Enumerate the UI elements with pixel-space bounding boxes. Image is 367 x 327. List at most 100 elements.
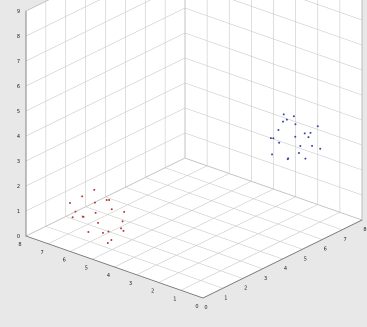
data-point-series-1 xyxy=(316,125,319,128)
floor-gridline-y xyxy=(70,173,230,252)
data-point-series-1 xyxy=(269,137,272,140)
grid-lines xyxy=(25,0,363,299)
data-point-series-1 xyxy=(307,136,310,139)
z-tick-label: 5 xyxy=(17,109,20,115)
floor-gridline-y xyxy=(180,211,341,291)
left-wall-gridline-z xyxy=(25,82,186,162)
back-wall-gridline-z xyxy=(184,32,363,96)
z-tick-label: 3 xyxy=(17,159,20,165)
y-tick-label: 8 xyxy=(18,242,21,248)
back-wall-gridline-z xyxy=(184,7,363,71)
data-point-series-1 xyxy=(294,123,297,126)
back-wall-gridline-z xyxy=(184,157,363,221)
y-tick-label: 4 xyxy=(107,273,110,279)
z-tick-label: 8 xyxy=(17,34,20,40)
z-tick-label: 6 xyxy=(17,84,20,90)
data-point-series-1 xyxy=(282,120,285,123)
z-tick-label: 7 xyxy=(17,59,20,65)
data-point-series-0 xyxy=(123,210,126,213)
data-point-series-0 xyxy=(110,208,113,211)
y-axis-line xyxy=(25,235,204,299)
left-wall-gridline-z xyxy=(25,57,186,137)
data-point-series-1 xyxy=(303,132,306,135)
back-wall-gridline-z xyxy=(232,0,363,46)
data-point-series-1 xyxy=(277,129,280,131)
left-wall-gridline-z xyxy=(25,157,186,237)
data-point-series-0 xyxy=(105,198,108,201)
back-wall-gridline-z xyxy=(184,82,363,146)
data-point-series-1 xyxy=(309,131,312,134)
data-points xyxy=(68,113,322,244)
data-point-series-0 xyxy=(74,210,77,213)
data-point-series-1 xyxy=(298,152,300,154)
data-point-series-1 xyxy=(299,145,302,147)
x-tick-label: 7 xyxy=(344,237,347,243)
tick-labels: 0 1 2 3 4 5 6 7 8 0 1 2 3 4 5 6 7 8 0 1 2 3 4 5 6 7 8 9 xyxy=(17,9,367,311)
data-point-series-1 xyxy=(272,137,275,140)
data-point-series-0 xyxy=(107,230,110,233)
data-point-series-1 xyxy=(271,153,274,156)
data-point-series-1 xyxy=(285,118,288,121)
data-point-series-0 xyxy=(81,215,84,218)
axis-lines xyxy=(25,11,363,299)
left-wall-gridline-z xyxy=(25,0,101,37)
z-tick-label: 9 xyxy=(17,9,20,15)
x-tick-label: 1 xyxy=(224,295,227,301)
x-tick-label: 5 xyxy=(304,256,307,262)
z-tick-label: 1 xyxy=(17,209,20,215)
y-tick-label: 5 xyxy=(85,265,88,271)
data-point-series-0 xyxy=(71,216,74,219)
x-tick-label: 8 xyxy=(363,227,366,233)
data-point-series-0 xyxy=(97,221,100,224)
y-tick-label: 6 xyxy=(63,258,66,264)
data-point-series-1 xyxy=(292,115,295,118)
data-point-series-0 xyxy=(93,201,96,204)
y-tick-label: 2 xyxy=(151,289,154,295)
z-tick-label: 2 xyxy=(17,184,20,190)
y-tick-label: 3 xyxy=(129,281,132,287)
data-point-series-0 xyxy=(108,199,111,201)
y-tick-label: 0 xyxy=(195,304,198,310)
data-point-series-0 xyxy=(110,239,113,241)
back-wall-gridline-z xyxy=(303,0,363,21)
data-point-series-1 xyxy=(287,157,290,160)
data-point-series-0 xyxy=(94,211,97,214)
data-point-series-1 xyxy=(282,113,285,116)
left-wall-gridline-z xyxy=(25,107,186,187)
back-wall-gridline-z xyxy=(184,132,363,196)
data-point-series-0 xyxy=(81,195,84,198)
data-point-series-0 xyxy=(122,229,125,232)
floor-gridline-y xyxy=(92,180,252,260)
left-wall-gridline-z xyxy=(25,132,186,212)
data-point-series-0 xyxy=(87,230,90,233)
y-tick-label: 1 xyxy=(173,296,176,302)
y-tick-label: 7 xyxy=(41,250,44,256)
x-axis-line xyxy=(202,219,363,299)
data-point-series-1 xyxy=(304,157,307,160)
z-tick-label: 4 xyxy=(17,134,20,140)
data-point-series-1 xyxy=(294,135,297,138)
floor-gridline-y xyxy=(47,165,208,245)
left-wall-gridline-z xyxy=(25,32,186,112)
data-point-series-0 xyxy=(68,202,71,205)
x-tick-label: 3 xyxy=(264,276,267,282)
data-point-series-0 xyxy=(120,227,123,230)
x-tick-label: 2 xyxy=(244,286,247,292)
z-tick-label: 0 xyxy=(17,234,20,240)
data-point-series-1 xyxy=(319,147,322,150)
data-point-series-1 xyxy=(311,144,314,147)
data-point-series-0 xyxy=(101,231,104,234)
data-point-series-1 xyxy=(278,141,281,144)
x-tick-label: 6 xyxy=(324,247,327,253)
data-point-series-0 xyxy=(121,220,124,223)
back-wall-gridline-z xyxy=(184,57,363,121)
x-tick-label: 4 xyxy=(284,266,287,272)
data-point-series-0 xyxy=(93,188,96,191)
floor-gridline-y xyxy=(158,204,318,283)
floor-gridline-y xyxy=(136,196,296,276)
left-wall-gridline-z xyxy=(25,7,186,87)
x-tick-label: 0 xyxy=(204,305,207,311)
left-wall-gridline-z xyxy=(25,0,152,62)
